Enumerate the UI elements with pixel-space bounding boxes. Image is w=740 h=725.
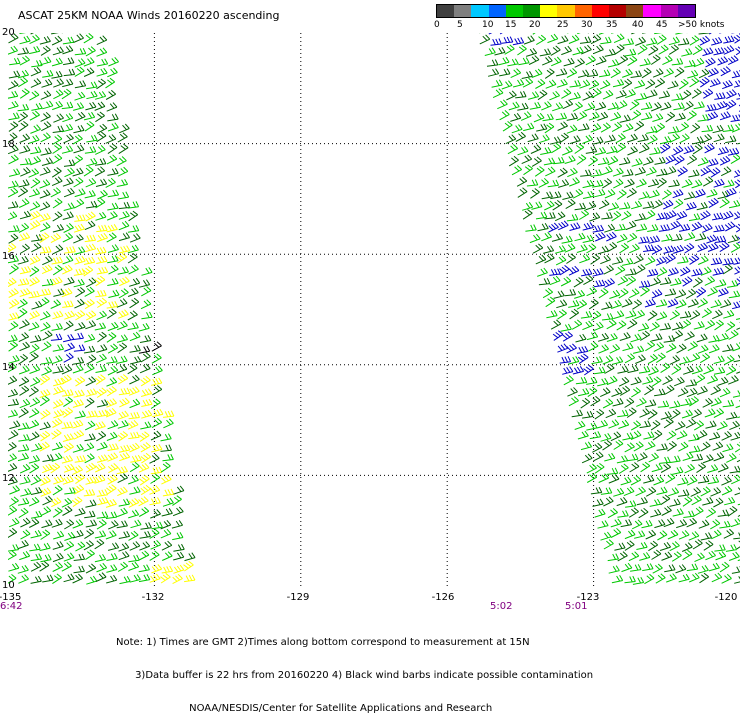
legend-color-swatch: [557, 5, 574, 17]
lon-tick-label: -132: [142, 592, 165, 603]
footnote-line: Note: 1) Times are GMT 2)Times along bot…: [116, 637, 593, 648]
legend-label: 35: [606, 20, 617, 30]
footnotes: Note: 1) Times are GMT 2)Times along bot…: [116, 615, 593, 725]
wind-speed-legend: 0 5 10 15 20 25 30 35 40 45 >50 knots: [436, 4, 696, 36]
lat-tick-label: 18: [2, 139, 15, 150]
legend-label: 25: [557, 20, 568, 30]
legend-color-swatch: [609, 5, 626, 17]
lon-tick-label: -120: [715, 592, 738, 603]
legend-color-swatch: [454, 5, 471, 17]
legend-tick-labels: 0 5 10 15 20 25 30 35 40 45 >50 knots: [436, 18, 696, 32]
wind-map-svg: [8, 33, 740, 586]
legend-color-swatch: [471, 5, 488, 17]
legend-color-swatch: [678, 5, 695, 17]
footnote-line: 3)Data buffer is 22 hrs from 20160220 4)…: [116, 670, 593, 681]
lat-tick-label: 20: [2, 27, 15, 38]
legend-color-swatch: [592, 5, 609, 17]
legend-color-swatch: [523, 5, 540, 17]
legend-color-swatch: [540, 5, 557, 17]
legend-color-swatch: [575, 5, 592, 17]
legend-label: 0: [434, 20, 440, 30]
legend-color-swatch: [643, 5, 660, 17]
legend-color-swatch: [661, 5, 678, 17]
lon-tick-label: -126: [432, 592, 455, 603]
legend-color-swatch: [489, 5, 506, 17]
lat-tick-label: 10: [2, 580, 15, 591]
legend-label: 30: [581, 20, 592, 30]
footnote-line: NOAA/NESDIS/Center for Satellite Applica…: [116, 703, 593, 714]
lat-tick-label: 12: [2, 473, 15, 484]
wind-map-plot: [8, 33, 740, 586]
lat-tick-label: 16: [2, 251, 15, 262]
legend-color-swatch: [506, 5, 523, 17]
legend-label: 15: [505, 20, 516, 30]
legend-color-bar: [436, 4, 696, 18]
legend-label: 40: [632, 20, 643, 30]
legend-label: 45: [656, 20, 667, 30]
map-title: ASCAT 25KM NOAA Winds 20160220 ascending: [18, 9, 279, 22]
legend-label: >50 knots: [678, 20, 725, 30]
legend-color-swatch: [437, 5, 454, 17]
swath-time-label: 6:42: [0, 601, 22, 612]
swath-time-label: 5:01: [565, 601, 587, 612]
legend-color-swatch: [626, 5, 643, 17]
plot-background: [8, 33, 740, 586]
legend-label: 5: [457, 20, 463, 30]
legend-label: 10: [482, 20, 493, 30]
lat-tick-label: 14: [2, 362, 15, 373]
swath-time-label: 5:02: [490, 601, 512, 612]
legend-label: 20: [529, 20, 540, 30]
lon-tick-label: -129: [287, 592, 310, 603]
